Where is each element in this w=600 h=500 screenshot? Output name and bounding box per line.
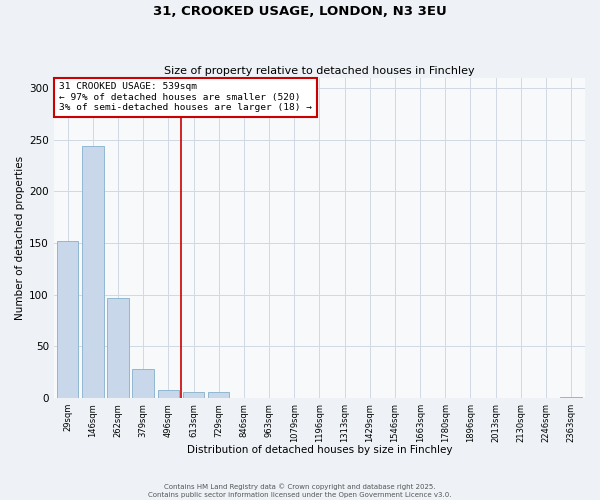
- Bar: [57, 241, 79, 398]
- Bar: [107, 298, 128, 398]
- Bar: [183, 392, 204, 398]
- Y-axis label: Number of detached properties: Number of detached properties: [15, 156, 25, 320]
- Bar: [158, 390, 179, 398]
- X-axis label: Distribution of detached houses by size in Finchley: Distribution of detached houses by size …: [187, 445, 452, 455]
- Bar: [133, 369, 154, 398]
- Text: 31, CROOKED USAGE, LONDON, N3 3EU: 31, CROOKED USAGE, LONDON, N3 3EU: [153, 5, 447, 18]
- Bar: [560, 397, 582, 398]
- Bar: [208, 392, 229, 398]
- Text: Contains HM Land Registry data © Crown copyright and database right 2025.
Contai: Contains HM Land Registry data © Crown c…: [148, 483, 452, 498]
- Title: Size of property relative to detached houses in Finchley: Size of property relative to detached ho…: [164, 66, 475, 76]
- Text: 31 CROOKED USAGE: 539sqm
← 97% of detached houses are smaller (520)
3% of semi-d: 31 CROOKED USAGE: 539sqm ← 97% of detach…: [59, 82, 312, 112]
- Bar: [82, 146, 104, 398]
